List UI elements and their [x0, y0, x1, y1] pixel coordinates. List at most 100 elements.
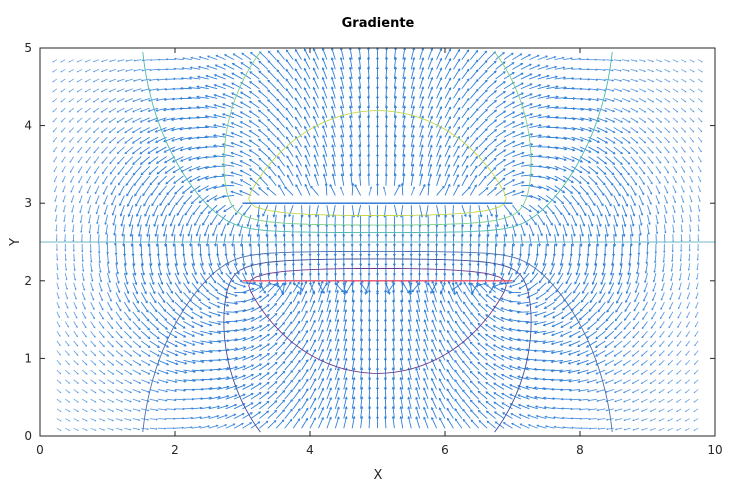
- arrow-head: [52, 90, 54, 93]
- gradient-arrow: [267, 272, 271, 285]
- gradient-arrow: [242, 393, 254, 400]
- arrow-head: [138, 363, 142, 366]
- gradient-arrow: [284, 380, 293, 390]
- arrow-head: [103, 212, 107, 216]
- arrow-head: [521, 190, 525, 194]
- gradient-arrow: [320, 282, 328, 294]
- gradient-arrow: [326, 368, 332, 380]
- gradient-arrow: [56, 311, 60, 318]
- gradient-arrow: [520, 93, 533, 99]
- arrow-head: [477, 303, 481, 306]
- arrow-head: [139, 151, 143, 155]
- arrow-head: [146, 318, 150, 322]
- arrow-head: [108, 141, 112, 144]
- arrow-head: [85, 429, 88, 431]
- arrow-head: [431, 299, 435, 303]
- gradient-arrow: [367, 125, 370, 138]
- arrow-head: [312, 300, 316, 303]
- gradient-arrow: [294, 68, 302, 80]
- arrow-head: [369, 186, 373, 189]
- arrow-head: [204, 155, 208, 159]
- arrow-head: [144, 291, 147, 295]
- arrow-head: [459, 282, 463, 286]
- gradient-arrow: [166, 398, 176, 401]
- arrow-head: [555, 75, 558, 79]
- arrow-head: [384, 224, 388, 228]
- arrow-head: [352, 308, 356, 312]
- arrow-head: [230, 181, 234, 184]
- gradient-arrow: [478, 410, 488, 419]
- gradient-arrow: [145, 214, 151, 227]
- arrow-head: [426, 253, 430, 257]
- arrow-head: [523, 271, 527, 275]
- arrow-head: [516, 310, 520, 314]
- arrow-head: [321, 377, 325, 381]
- arrow-head: [98, 261, 102, 264]
- gradient-arrow: [81, 330, 87, 338]
- arrow-head: [56, 258, 59, 261]
- arrow-head: [294, 116, 298, 120]
- arrow-head: [239, 101, 243, 105]
- arrow-head: [343, 292, 347, 296]
- gradient-arrow: [250, 382, 262, 390]
- arrow-head: [182, 191, 185, 194]
- arrow-head: [92, 100, 95, 103]
- arrow-head: [59, 410, 62, 412]
- gradient-arrow: [112, 204, 117, 216]
- gradient-arrow: [181, 77, 192, 80]
- arrow-head: [484, 147, 488, 151]
- arrow-head: [453, 292, 457, 296]
- gradient-arrow: [200, 387, 213, 390]
- arrow-head: [164, 427, 167, 430]
- arrow-head: [298, 292, 302, 296]
- arrow-head: [283, 215, 287, 218]
- arrow-head: [258, 138, 261, 142]
- arrow-head: [267, 89, 271, 93]
- gradient-arrow: [240, 169, 252, 177]
- arrow-head: [121, 391, 124, 394]
- gradient-arrow: [292, 281, 300, 293]
- arrow-head: [521, 171, 525, 175]
- gradient-arrow: [225, 375, 238, 381]
- arrow-head: [534, 405, 538, 408]
- gradient-arrow: [447, 310, 454, 322]
- gradient-arrow: [351, 406, 355, 419]
- gradient-arrow: [64, 263, 67, 271]
- gradient-arrow: [82, 427, 88, 431]
- arrow-head: [397, 184, 401, 188]
- gradient-arrow: [85, 78, 91, 83]
- gradient-arrow: [77, 127, 83, 133]
- arrow-head: [506, 281, 510, 285]
- arrow-head: [555, 85, 559, 89]
- arrow-head: [297, 388, 301, 392]
- arrow-head: [447, 417, 450, 421]
- gradient-arrow: [393, 134, 397, 147]
- arrow-head: [139, 253, 143, 257]
- gradient-arrow: [367, 105, 370, 118]
- gradient-arrow: [477, 400, 488, 410]
- arrow-head: [164, 78, 168, 81]
- arrow-head: [543, 314, 547, 318]
- arrow-head: [231, 72, 235, 76]
- arrow-head: [93, 161, 96, 164]
- gradient-arrow: [318, 310, 323, 322]
- arrow-head: [359, 273, 363, 277]
- gradient-arrow: [207, 55, 218, 61]
- arrow-head: [289, 301, 292, 305]
- gradient-arrow: [174, 292, 183, 303]
- gradient-arrow: [392, 319, 395, 332]
- arrow-head: [513, 233, 517, 237]
- gradient-arrow: [546, 282, 556, 292]
- arrow-head: [103, 372, 106, 375]
- arrow-head: [317, 282, 321, 286]
- arrow-head: [192, 352, 196, 355]
- arrow-head: [171, 159, 175, 163]
- arrow-head: [212, 164, 216, 168]
- arrow-head: [314, 214, 318, 218]
- arrow-head: [190, 56, 193, 60]
- gradient-arrow: [183, 379, 196, 382]
- arrow-head: [465, 155, 469, 159]
- gradient-arrow: [132, 282, 138, 294]
- gradient-arrow: [546, 96, 559, 99]
- arrow-head: [344, 347, 348, 351]
